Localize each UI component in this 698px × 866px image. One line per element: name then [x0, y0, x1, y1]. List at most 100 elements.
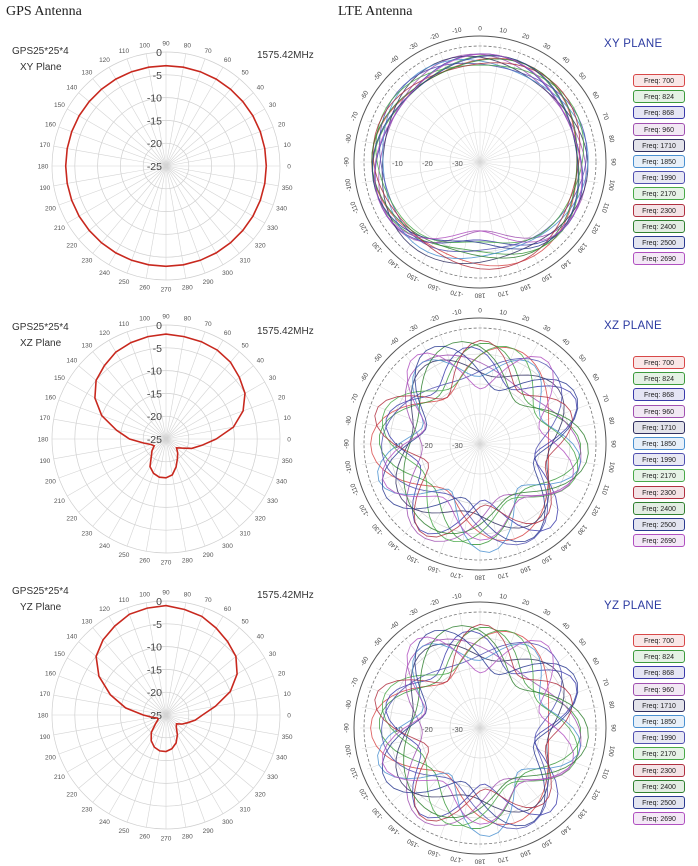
angle-tick-label: -160 — [427, 281, 442, 292]
grid-spoke — [145, 438, 167, 552]
grid-spoke — [165, 714, 254, 789]
grid-spoke — [145, 602, 167, 716]
grid-spoke — [165, 438, 206, 547]
pattern-trace — [379, 343, 581, 545]
angle-tick-label: 0 — [287, 437, 291, 444]
angle-tick-label: 300 — [222, 819, 233, 826]
grid-spoke — [165, 438, 279, 460]
gps-xz-polar-chart: 0 -5 -10 -15 -20 -25 0 10 20 30 40 50 60 70 80 90 100 110… — [38, 314, 293, 567]
grid-spoke — [479, 161, 573, 240]
angle-tick-label: 60 — [224, 606, 232, 613]
gps-xy-polar-chart: 0 -5 -10 -15 -20 -25 0 10 20 30 40 50 60 70 80 90 100 110… — [38, 41, 293, 294]
grid-spoke — [458, 443, 481, 563]
angle-tick-label: 20 — [278, 394, 286, 401]
grid-spoke — [165, 641, 254, 716]
pattern-trace — [381, 642, 563, 830]
angle-tick-label: 100 — [139, 42, 150, 49]
legend-item: Freq: 2500 — [633, 235, 685, 249]
angle-tick-label: 220 — [66, 792, 77, 799]
angle-tick-label: 330 — [267, 498, 278, 505]
grid-spoke — [78, 92, 167, 167]
legend-item: Freq: 2170 — [633, 187, 685, 201]
angle-tick-label: -100 — [344, 178, 353, 192]
pattern-trace — [372, 54, 580, 255]
angle-tick-label: 70 — [600, 112, 609, 122]
angle-tick-label: 160 — [519, 282, 532, 292]
grid-spoke — [145, 53, 167, 167]
grid-spoke — [108, 616, 167, 716]
angle-tick-label: 20 — [278, 121, 286, 128]
grid-spoke — [165, 165, 206, 274]
radial-tick-label: -5 — [153, 70, 162, 82]
angle-tick-label: 0 — [287, 164, 291, 171]
angle-tick-label: 70 — [204, 321, 212, 328]
grid-spoke — [165, 331, 206, 440]
grid-spoke — [126, 438, 167, 547]
grid-spoke — [438, 615, 481, 729]
grid-spoke — [165, 714, 274, 755]
grid-spoke — [165, 602, 187, 716]
legend-item: Freq: 1990 — [633, 171, 685, 185]
legend-item: Freq: 1710 — [633, 138, 685, 152]
grid-spoke — [165, 326, 187, 440]
gps-yz-panel: GPS25*25*4 YZ Plane 1575.42MHz 0 -5 -10 -15… — [0, 574, 330, 854]
radial-tick-label: -20 — [422, 725, 433, 734]
angle-tick-label: 340 — [276, 755, 287, 762]
pattern-trace — [385, 630, 578, 819]
lte-xz-panel: XZ PLANE -10 -20 -30 0 10 20 30 40 50 60 70 80 90 100… — [338, 306, 698, 582]
grid-spoke — [53, 714, 167, 736]
gps-section-title: GPS Antenna — [6, 4, 82, 19]
angle-tick-label: 320 — [255, 243, 266, 250]
angle-tick-label: -90 — [344, 439, 351, 449]
angle-tick-label: 280 — [182, 834, 193, 841]
angle-tick-label: -160 — [427, 563, 442, 574]
angle-tick-label: 80 — [184, 315, 192, 322]
angle-tick-label: 110 — [119, 48, 130, 55]
legend-item: Freq: 2400 — [633, 779, 685, 793]
angle-tick-label: 250 — [119, 279, 130, 286]
angle-tick-label: 180 — [474, 292, 485, 299]
angle-tick-label: 110 — [119, 321, 130, 328]
grid-spoke — [165, 381, 265, 440]
grid-spoke — [67, 438, 167, 497]
gps-frequency-label: 1575.42MHz — [257, 50, 314, 61]
grid-spoke — [165, 438, 224, 538]
grid-spoke — [479, 609, 502, 729]
legend-item: Freq: 1990 — [633, 731, 685, 745]
angle-tick-label: -40 — [389, 336, 401, 348]
grid-spoke — [92, 627, 167, 716]
angle-tick-label: -40 — [389, 54, 401, 66]
angle-tick-label: 160 — [519, 848, 532, 858]
angle-tick-label: 270 — [161, 836, 172, 843]
grid-spoke — [165, 675, 274, 716]
grid-spoke — [53, 145, 167, 167]
outer-ring — [353, 317, 607, 571]
radial-tick-label: -15 — [147, 664, 162, 676]
radial-tick-label: -20 — [147, 411, 162, 423]
angle-tick-label: 90 — [162, 590, 170, 597]
radial-tick-label: -30 — [452, 441, 463, 450]
pattern-trace — [372, 62, 581, 270]
grid-spoke — [479, 402, 593, 445]
legend-item: Freq: 2300 — [633, 203, 685, 217]
angle-tick-label: 340 — [276, 206, 287, 213]
grid-spoke — [126, 331, 167, 440]
grid-spoke — [165, 714, 240, 803]
grid-spoke — [438, 727, 481, 841]
angle-tick-label: 130 — [82, 342, 93, 349]
angle-tick-label: 220 — [66, 243, 77, 250]
grid-spoke — [479, 161, 585, 223]
grid-spoke — [387, 366, 481, 445]
gps-frequency-label: 1575.42MHz — [257, 326, 314, 337]
angle-tick-label: 40 — [560, 55, 570, 65]
angle-tick-label: 180 — [38, 713, 49, 720]
grid-spoke — [438, 443, 481, 557]
angle-tick-label: 150 — [54, 375, 65, 382]
gps-plane-label: XZ Plane — [20, 338, 62, 349]
angle-tick-label: 170 — [39, 142, 50, 149]
grid-spoke — [53, 165, 167, 187]
angle-tick-label: 90 — [610, 158, 617, 166]
angle-tick-label: 50 — [241, 342, 249, 349]
angle-tick-label: -110 — [349, 766, 360, 781]
